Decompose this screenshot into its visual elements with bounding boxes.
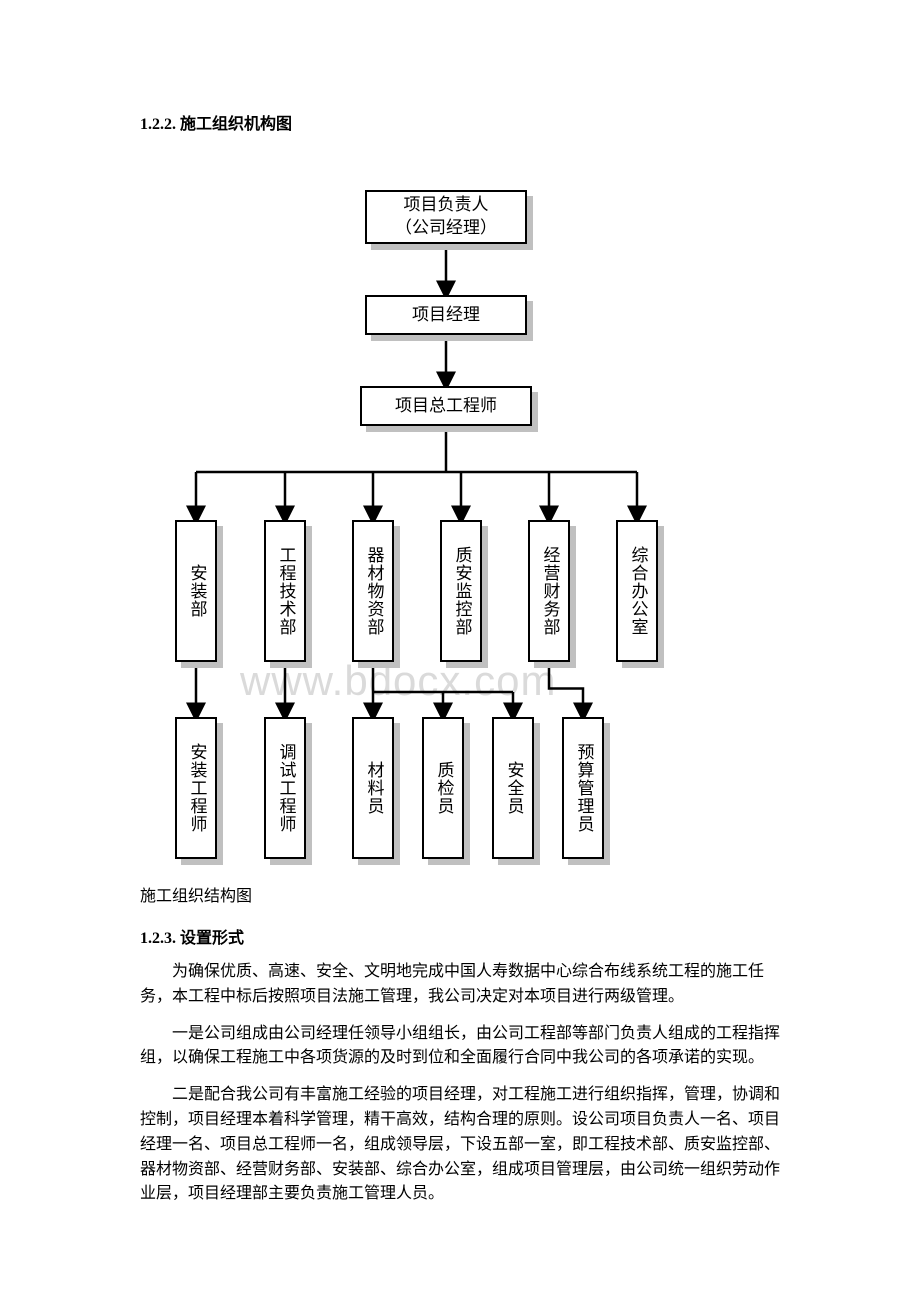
node-box: 质安监控部 bbox=[440, 520, 482, 662]
flowchart-arrows bbox=[150, 152, 790, 872]
node-r6: 预算管理员 bbox=[562, 717, 610, 865]
node-d3: 器材物资部 bbox=[352, 520, 400, 668]
node-n3: 项目总工程师 bbox=[360, 386, 538, 432]
node-d6: 综合办公室 bbox=[616, 520, 664, 668]
node-n2: 项目经理 bbox=[365, 295, 533, 341]
node-box: 器材物资部 bbox=[352, 520, 394, 662]
node-box: 安装工程师 bbox=[175, 717, 217, 859]
node-box: 预算管理员 bbox=[562, 717, 604, 859]
node-box: 项目负责人（公司经理） bbox=[365, 190, 527, 244]
node-d2: 工程技术部 bbox=[264, 520, 312, 668]
node-box: 安装部 bbox=[175, 520, 217, 662]
node-box: 调试工程师 bbox=[264, 717, 306, 859]
paragraph-2: 一是公司组成由公司经理任领导小组组长，由公司工程部等部门负责人组成的工程指挥组，… bbox=[140, 1022, 790, 1072]
node-box: 质检员 bbox=[422, 717, 464, 859]
node-box: 项目总工程师 bbox=[360, 386, 532, 426]
org-chart: www.bdocx.com 项目负责人（公司经理）项目经理项目总工程师安装部工程… bbox=[150, 152, 790, 872]
node-n1: 项目负责人（公司经理） bbox=[365, 190, 533, 250]
node-box: 经营财务部 bbox=[528, 520, 570, 662]
node-box: 材料员 bbox=[352, 717, 394, 859]
node-d5: 经营财务部 bbox=[528, 520, 576, 668]
node-box: 项目经理 bbox=[365, 295, 527, 335]
node-d4: 质安监控部 bbox=[440, 520, 488, 668]
section-heading-2: 1.2.3. 设置形式 bbox=[140, 924, 790, 948]
chart-caption: 施工组织结构图 bbox=[140, 882, 790, 906]
node-r2: 调试工程师 bbox=[264, 717, 312, 865]
node-r4: 质检员 bbox=[422, 717, 470, 865]
node-d1: 安装部 bbox=[175, 520, 223, 668]
node-box: 综合办公室 bbox=[616, 520, 658, 662]
node-box: 安全员 bbox=[492, 717, 534, 859]
node-box: 工程技术部 bbox=[264, 520, 306, 662]
paragraph-3: 二是配合我公司有丰富施工经验的项目经理，对工程施工进行组织指挥，管理，协调和控制… bbox=[140, 1083, 790, 1207]
section-heading-1: 1.2.2. 施工组织机构图 bbox=[140, 110, 790, 134]
node-r3: 材料员 bbox=[352, 717, 400, 865]
paragraph-1: 为确保优质、高速、安全、文明地完成中国人寿数据中心综合布线系统工程的施工任务，本… bbox=[140, 960, 790, 1010]
node-r1: 安装工程师 bbox=[175, 717, 223, 865]
node-r5: 安全员 bbox=[492, 717, 540, 865]
